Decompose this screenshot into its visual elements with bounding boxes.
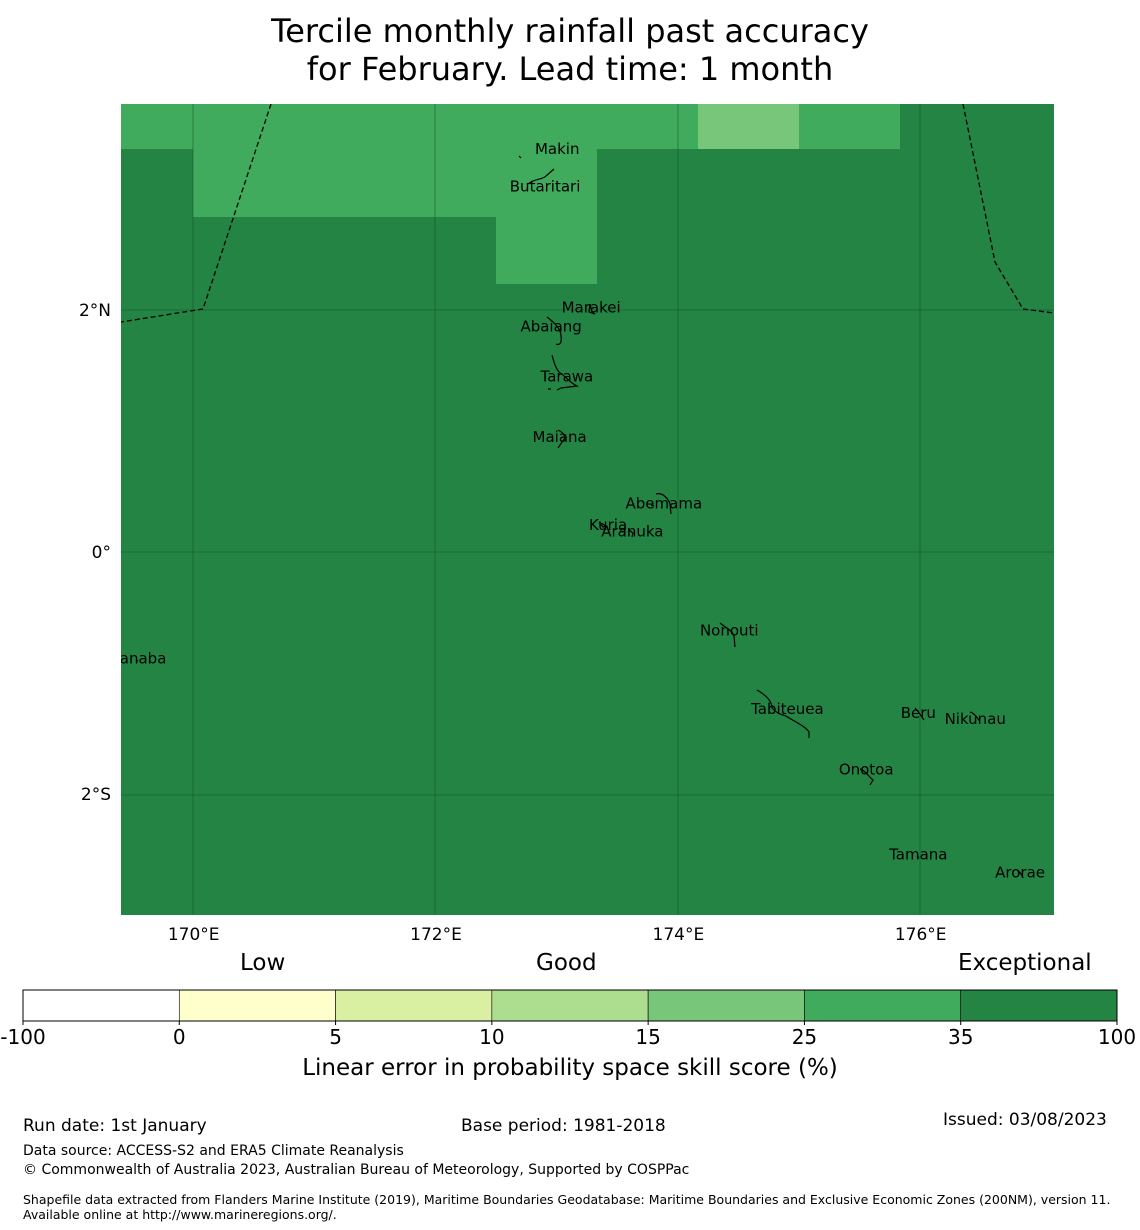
island-label-banaba: Banaba	[110, 649, 167, 667]
island-label-tamana: Tamana	[888, 845, 947, 863]
x-tick-label: 172°E	[410, 925, 462, 945]
colorbar-tick-label: -100	[0, 1025, 45, 1049]
island-label-tabiteuea: Tabiteuea	[750, 700, 824, 718]
kuria-outline	[598, 521, 608, 528]
arorae-outline	[1016, 869, 1024, 879]
colorbar-segment	[804, 989, 962, 1022]
abemama-outline	[655, 493, 672, 515]
y-tick-label: 2°N	[79, 301, 111, 321]
abaiang-outline	[546, 316, 562, 346]
tamana-outline	[916, 855, 920, 859]
makin-outline	[518, 155, 522, 159]
island-label-tarawa: Tarawa	[540, 367, 594, 385]
island-label-nonouti: Nonouti	[700, 622, 759, 640]
island-label-aranuka: Aranuka	[601, 522, 663, 540]
tabiteuea-outline	[756, 689, 810, 738]
colorbar-category-low: Low	[240, 950, 286, 976]
issued-date: Issued: 03/08/2023	[943, 1110, 1107, 1130]
aranuka-outline	[619, 529, 634, 538]
y-tick-label: 2°S	[81, 785, 111, 805]
colorbar-tick-label: 10	[479, 1025, 504, 1049]
colorbar-segment	[178, 989, 336, 1022]
colorbar-label: Linear error in probability space skill …	[302, 1055, 838, 1081]
island-outlines	[135, 155, 1024, 879]
skill-field-mid-patch	[698, 104, 799, 149]
island-label-kuria: Kuria	[589, 516, 627, 534]
data-source: Data source: ACCESS-S2 and ERA5 Climate …	[23, 1143, 404, 1159]
marakei-outline	[588, 303, 596, 315]
island-label-abemama: Abemama	[626, 494, 703, 512]
colorbar-tick-label: 100	[1098, 1025, 1136, 1049]
maiana-outline	[557, 429, 566, 449]
colorbar-category-exceptional: Exceptional	[958, 950, 1092, 976]
copyright-notice: © Commonwealth of Australia 2023, Austra…	[23, 1162, 690, 1178]
x-tick-label: 176°E	[895, 925, 947, 945]
island-label-maiana: Maiana	[533, 428, 587, 446]
island-label-makin: Makin	[535, 140, 580, 158]
tarawa-outline	[551, 354, 580, 391]
shapefile-credit: Shapefile data extracted from Flanders M…	[23, 1192, 1111, 1222]
butaritari-outline	[527, 168, 555, 185]
island-label-onotoa: Onotoa	[839, 761, 894, 779]
colorbar-tick-label: 25	[792, 1025, 817, 1049]
eez-boundary-east	[962, 104, 1054, 314]
island-labels: Makin Butaritari Marakei Abaiang Tarawa Maian…	[110, 140, 1045, 882]
skill-field-high-lobe	[496, 217, 597, 284]
colorbar-category-good: Good	[536, 950, 597, 976]
nonouti-outline	[719, 622, 736, 648]
x-tick-label: 174°E	[653, 925, 705, 945]
banaba-outline	[135, 659, 139, 662]
island-label-arorae: Arorae	[995, 864, 1045, 882]
colorbar-segment	[960, 989, 1118, 1022]
colorbar-segment	[22, 989, 180, 1022]
skill-field-exceptional-east	[900, 104, 1054, 149]
y-tick-label: 0°	[92, 543, 111, 563]
island-label-nikunau: Nikunau	[945, 710, 1006, 728]
run-date: Run date: 1st January	[23, 1116, 207, 1136]
colorbar-tick-label: 0	[173, 1025, 186, 1049]
onotoa-outline	[859, 768, 874, 786]
island-label-marakei: Marakei	[562, 298, 621, 316]
island-label-beru: Beru	[901, 704, 936, 722]
colorbar-segment	[647, 989, 805, 1022]
colorbar-tick-label: 5	[329, 1025, 342, 1049]
x-tick-label: 170°E	[168, 925, 220, 945]
nikunau-outline	[969, 711, 981, 723]
colorbar: -100 0 5 10 15 25 35 100	[0, 989, 1136, 1049]
map-title-line-2: for February. Lead time: 1 month	[306, 50, 834, 88]
colorbar-tick-label: 15	[635, 1025, 660, 1049]
island-label-abaiang: Abaiang	[520, 318, 581, 336]
colorbar-segment	[335, 989, 493, 1022]
colorbar-outline	[22, 989, 1118, 1022]
map-title-line-1: Tercile monthly rainfall past accuracy	[271, 12, 869, 50]
beru-outline	[914, 707, 925, 721]
base-period: Base period: 1981-2018	[461, 1116, 666, 1136]
colorbar-segment	[491, 989, 649, 1022]
abemama-west-outline	[650, 504, 655, 507]
gridlines	[121, 104, 1054, 915]
axis-labels: 170°E 172°E 174°E 176°E 2°N 0° 2°S	[79, 301, 947, 945]
island-label-butaritari: Butaritari	[510, 177, 581, 195]
colorbar-tick-label: 35	[948, 1025, 973, 1049]
